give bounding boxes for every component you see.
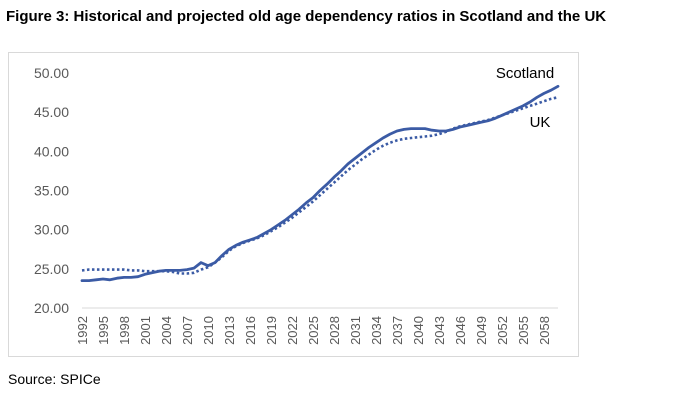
x-tick-label: 1992 bbox=[75, 316, 90, 345]
x-tick-label: 2004 bbox=[159, 316, 174, 345]
x-tick-label: 2031 bbox=[348, 316, 363, 345]
x-tick-label: 2016 bbox=[243, 316, 258, 345]
x-tick-label: 2013 bbox=[222, 316, 237, 345]
x-tick-label: 2046 bbox=[453, 316, 468, 345]
x-axis: 1992 1995 1998 2001 2004 2007 2010 2013 2016 2019… bbox=[75, 316, 552, 345]
series-label-uk: UK bbox=[530, 114, 551, 131]
x-tick-label: 2037 bbox=[390, 316, 405, 345]
x-tick-label: 2025 bbox=[306, 316, 321, 345]
x-tick-label: 2034 bbox=[369, 316, 384, 345]
y-tick-label: 45.00 bbox=[34, 104, 69, 120]
figure-title: Figure 3: Historical and projected old a… bbox=[6, 8, 607, 25]
x-tick-label: 2001 bbox=[138, 316, 153, 345]
series-line-uk bbox=[81, 96, 559, 275]
source-note: Source: SPICe bbox=[8, 371, 101, 387]
series-labels: Scotland UK bbox=[496, 65, 554, 131]
y-tick-label: 25.00 bbox=[34, 261, 69, 277]
x-tick-label: 1995 bbox=[96, 316, 111, 345]
y-tick-label: 50.00 bbox=[34, 65, 69, 81]
x-tick-label: 2055 bbox=[516, 316, 531, 345]
x-tick-label: 2022 bbox=[285, 316, 300, 345]
y-tick-label: 30.00 bbox=[34, 222, 69, 238]
chart-area bbox=[8, 52, 579, 357]
x-tick-label: 2043 bbox=[432, 316, 447, 345]
x-tick-label: 2052 bbox=[495, 316, 510, 345]
x-tick-label: 2028 bbox=[327, 316, 342, 345]
series-label-scotland: Scotland bbox=[496, 65, 554, 82]
x-tick-label: 2007 bbox=[180, 316, 195, 345]
y-axis: 20.00 25.00 30.00 35.00 40.00 45.00 50.00 bbox=[34, 65, 69, 316]
x-tick-label: 2049 bbox=[474, 316, 489, 345]
x-tick-label: 2019 bbox=[264, 316, 279, 345]
x-tick-label: 2058 bbox=[537, 316, 552, 345]
y-tick-label: 40.00 bbox=[34, 143, 69, 159]
series-lines bbox=[80, 84, 560, 282]
x-tick-label: 2010 bbox=[201, 316, 216, 345]
x-tick-label: 1998 bbox=[117, 316, 132, 345]
x-tick-label: 2040 bbox=[411, 316, 426, 345]
series-line-scotland bbox=[80, 84, 560, 282]
y-tick-label: 35.00 bbox=[34, 183, 69, 199]
y-tick-label: 20.00 bbox=[34, 300, 69, 316]
